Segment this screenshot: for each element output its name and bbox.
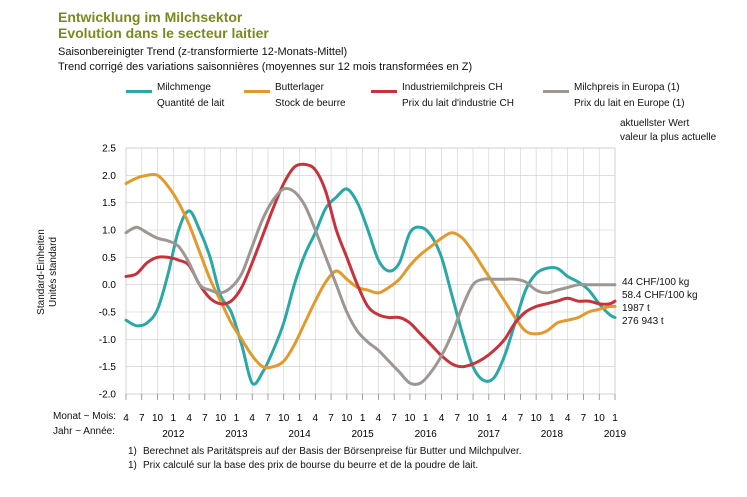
legend-label-milchpreis-europa-de: Milchpreis in Europa (1) xyxy=(574,82,680,93)
legend-swatch-milchpreis-europa xyxy=(543,90,569,93)
grid xyxy=(125,147,616,395)
series-line-3 xyxy=(124,186,617,386)
y-tick-label: 0.0 xyxy=(102,280,116,291)
x-tick-label-month: 7 xyxy=(581,413,587,424)
x-tick-label-month: 10 xyxy=(467,413,479,424)
x-tick-label-month: 10 xyxy=(594,413,606,424)
series-line-0 xyxy=(124,187,617,386)
y-tick-label: -2.0 xyxy=(99,390,117,401)
x-tick-label-month: 7 xyxy=(265,413,271,424)
legend-label-butterlager-de: Butterlager xyxy=(275,82,324,93)
series-lines xyxy=(124,162,617,386)
x-tick-label-year: 2019 xyxy=(604,429,627,440)
x-tick-label-month: 10 xyxy=(531,413,543,424)
x-tick-label-month: 10 xyxy=(278,413,290,424)
legend-swatch-milchmenge xyxy=(126,90,152,93)
chart-subtitle-fr: Trend corrigé des variations saisonnière… xyxy=(58,61,473,73)
chart-title-de: Entwicklung im Milchsektor xyxy=(58,9,243,25)
year-row-label: Jahr ~ Année: xyxy=(53,426,115,437)
x-tick-label-year: 2016 xyxy=(415,429,438,440)
footnote-fr: Prix calculé sur la base des prix de bou… xyxy=(143,460,479,471)
latest-value-1: 44 CHF/100 kg xyxy=(622,277,690,288)
x-tick-label-month: 7 xyxy=(391,413,397,424)
x-tick-label-month: 10 xyxy=(341,413,353,424)
legend-label-industriemilchpreis-fr: Prix du lait d'industrie CH xyxy=(402,98,514,109)
x-tick-label-month: 4 xyxy=(186,413,192,424)
x-tick-label-month: 1 xyxy=(360,413,366,424)
footnote-mark-1: 1) xyxy=(128,446,137,457)
x-tick-label-month: 1 xyxy=(171,413,177,424)
x-tick-label-month: 4 xyxy=(502,413,508,424)
x-tick-label-month: 10 xyxy=(215,413,227,424)
y-tick-label: 1.5 xyxy=(102,198,116,209)
x-tick-label-year: 2012 xyxy=(162,429,185,440)
y-tick-label: -1.0 xyxy=(99,335,117,346)
x-tick-label-month: 4 xyxy=(123,413,129,424)
x-tick-label-month: 4 xyxy=(313,413,319,424)
y-tick-label: -1.5 xyxy=(99,362,117,373)
latest-value-4: 276 943 t xyxy=(622,316,664,327)
y-tick-label: -0.5 xyxy=(99,308,117,319)
x-tick-label-year: 2015 xyxy=(351,429,374,440)
legend-swatch-butterlager xyxy=(244,90,270,93)
legend-swatch-industriemilchpreis xyxy=(371,90,397,93)
x-tick-label-month: 4 xyxy=(565,413,571,424)
y-tick-label: 2.5 xyxy=(102,144,116,155)
month-row-label: Monat ~ Mois: xyxy=(53,411,117,422)
legend-label-industriemilchpreis-de: Industriemilchpreis CH xyxy=(402,82,503,93)
x-tick-label-year: 2017 xyxy=(478,429,501,440)
y-tick-label: 0.5 xyxy=(102,253,116,264)
footnote-de: Berechnet als Paritätspreis auf der Basi… xyxy=(143,446,522,457)
x-tick-label-month: 7 xyxy=(202,413,208,424)
x-tick-label-month: 1 xyxy=(234,413,240,424)
latest-label-fr: valeur la plus actuelle xyxy=(620,132,717,143)
chart-title-fr: Evolution dans le secteur laitier xyxy=(58,25,269,41)
x-tick-label-year: 2014 xyxy=(288,429,311,440)
x-tick-label-month: 4 xyxy=(376,413,382,424)
series-line-2 xyxy=(124,162,617,369)
legend-label-milchpreis-europa-fr: Prix du lait en Europe (1) xyxy=(574,98,685,109)
x-tick-label-month: 7 xyxy=(454,413,460,424)
x-tick-label-month: 1 xyxy=(549,413,555,424)
latest-value-3: 1987 t xyxy=(622,303,650,314)
x-tick-label-month: 4 xyxy=(439,413,445,424)
x-tick-label-year: 2018 xyxy=(541,429,564,440)
series-line-1 xyxy=(124,172,617,370)
y-tick-label: 1.0 xyxy=(102,226,116,237)
x-tick-label-year: 2013 xyxy=(225,429,248,440)
y-axis-ticks: 2.5 2.0 1.5 1.0 0.5 0.0 -0.5 -1.0 -1.5 -2.0 xyxy=(99,144,117,401)
x-tick-label-month: 1 xyxy=(486,413,492,424)
chart-subtitle-de: Saisonbereinigter Trend (z-transformiert… xyxy=(58,46,348,58)
x-tick-label-month: 7 xyxy=(518,413,524,424)
latest-value-2: 58.4 CHF/100 kg xyxy=(622,290,698,301)
x-tick-label-month: 1 xyxy=(297,413,303,424)
x-axis-ticks: 4 7 10 1 4 7 10 1 4 7 10 1 4 7 10 1 4 7 10 1 4 7 10 1 4 7 10 1 4 7 10 1… xyxy=(123,394,627,440)
y-tick-label: 2.0 xyxy=(102,171,116,182)
footnote-mark-2: 1) xyxy=(128,460,137,471)
x-tick-label-month: 10 xyxy=(404,413,416,424)
x-tick-label-month: 1 xyxy=(423,413,429,424)
x-tick-label-month: 7 xyxy=(328,413,334,424)
legend-label-milchmenge-de: Milchmenge xyxy=(157,82,211,93)
latest-label-de: aktuellster Wert xyxy=(620,118,690,129)
x-tick-label-month: 10 xyxy=(152,413,164,424)
x-tick-label-month: 1 xyxy=(612,413,618,424)
x-tick-label-month: 7 xyxy=(139,413,145,424)
legend-label-milchmenge-fr: Quantité de lait xyxy=(157,98,225,109)
x-tick-label-month: 4 xyxy=(249,413,255,424)
legend-label-butterlager-fr: Stock de beurre xyxy=(275,98,346,109)
